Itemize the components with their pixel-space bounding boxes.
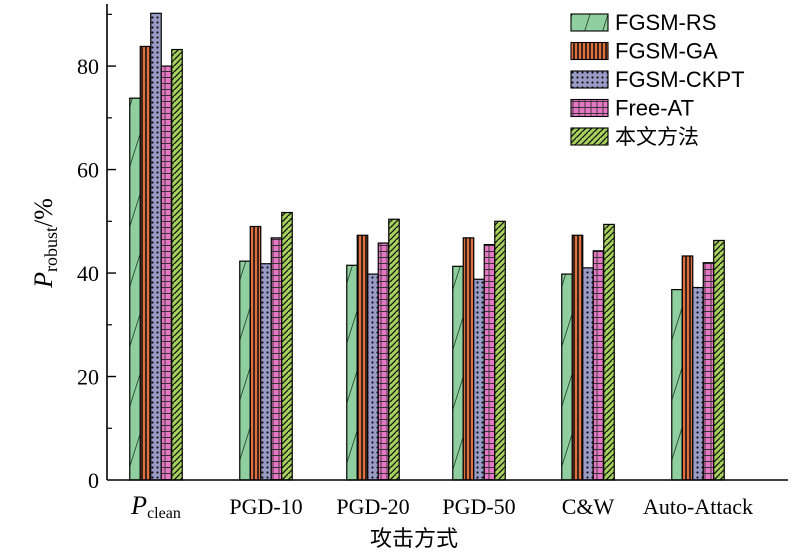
bar-free-at-5 bbox=[702, 262, 715, 481]
bar-fgsm-ckpt-3 bbox=[473, 278, 485, 481]
legend-label: Free-AT bbox=[615, 96, 694, 121]
y-tick-label: 20 bbox=[77, 365, 99, 390]
bar--0 bbox=[171, 48, 183, 481]
bar-fgsm-ga-0 bbox=[139, 45, 152, 481]
legend-label: FGSM-RS bbox=[615, 10, 716, 35]
y-axis-ticks: 0 20 40 60 80 bbox=[77, 13, 116, 493]
y-tick-label: 0 bbox=[88, 468, 99, 493]
bars-layer bbox=[129, 12, 725, 481]
bar-fgsm-ckpt-2 bbox=[367, 273, 379, 481]
bar-fgsm-ga-4 bbox=[571, 234, 584, 481]
legend-swatch bbox=[570, 13, 609, 32]
legend-swatch bbox=[570, 98, 609, 118]
legend-swatch bbox=[570, 70, 609, 89]
bar-fgsm-ckpt-0 bbox=[150, 12, 162, 481]
bar-fgsm-ga-5 bbox=[681, 255, 694, 481]
bar-fgsm-ckpt-1 bbox=[260, 263, 272, 481]
legend-swatch bbox=[570, 127, 609, 146]
y-axis-label: Probust/% bbox=[29, 198, 61, 289]
x-tick-label: PGD-20 bbox=[336, 494, 409, 519]
bar-fgsm-ga-3 bbox=[462, 237, 475, 481]
bar-fgsm-rs-3 bbox=[452, 265, 464, 481]
bar-fgsm-rs-4 bbox=[561, 273, 573, 481]
x-tick-label: C&W bbox=[562, 494, 615, 519]
bar-fgsm-ckpt-5 bbox=[692, 286, 704, 481]
legend-label: FGSM-CKPT bbox=[615, 67, 745, 92]
bar-free-at-0 bbox=[160, 65, 173, 481]
legend-swatch bbox=[570, 41, 609, 61]
bar-free-at-4 bbox=[592, 250, 605, 481]
bar-fgsm-ckpt-4 bbox=[582, 267, 594, 481]
x-axis-label: 攻击方式 bbox=[370, 527, 458, 552]
bar-free-at-3 bbox=[483, 243, 496, 481]
x-tick-label: PGD-50 bbox=[442, 494, 515, 519]
x-tick-label: Pclean bbox=[130, 491, 181, 522]
x-axis-tick-labels: Pclean PGD-10 PGD-20 PGD-50 C&W Auto-Attack bbox=[130, 491, 753, 522]
bar--5 bbox=[713, 239, 725, 481]
bar-free-at-2 bbox=[377, 242, 390, 481]
bar-fgsm-rs-0 bbox=[129, 97, 141, 481]
bar--3 bbox=[494, 220, 506, 481]
legend-label: 本文方法 bbox=[615, 125, 699, 149]
bar--4 bbox=[603, 223, 615, 481]
bar-fgsm-rs-1 bbox=[239, 260, 251, 481]
bar--1 bbox=[281, 211, 293, 481]
axis-labels: 攻击方式 Probust/% bbox=[29, 198, 458, 552]
bar-free-at-1 bbox=[270, 237, 283, 481]
legend: FGSM-RS FGSM-GA FGSM-CKPT Free-AT 本文方法 bbox=[570, 10, 745, 149]
y-tick-label: 80 bbox=[77, 54, 99, 79]
x-tick-label: Auto-Attack bbox=[643, 494, 753, 519]
bar--2 bbox=[388, 218, 400, 481]
y-tick-label: 40 bbox=[77, 261, 99, 286]
legend-label: FGSM-GA bbox=[615, 39, 718, 64]
axes bbox=[106, 4, 788, 481]
bar-fgsm-ga-2 bbox=[356, 234, 369, 481]
bar-fgsm-ga-1 bbox=[249, 225, 262, 481]
bar-fgsm-rs-2 bbox=[346, 264, 358, 481]
bar-fgsm-rs-5 bbox=[671, 289, 683, 481]
y-tick-label: 60 bbox=[77, 158, 99, 183]
x-tick-label: PGD-10 bbox=[229, 494, 302, 519]
